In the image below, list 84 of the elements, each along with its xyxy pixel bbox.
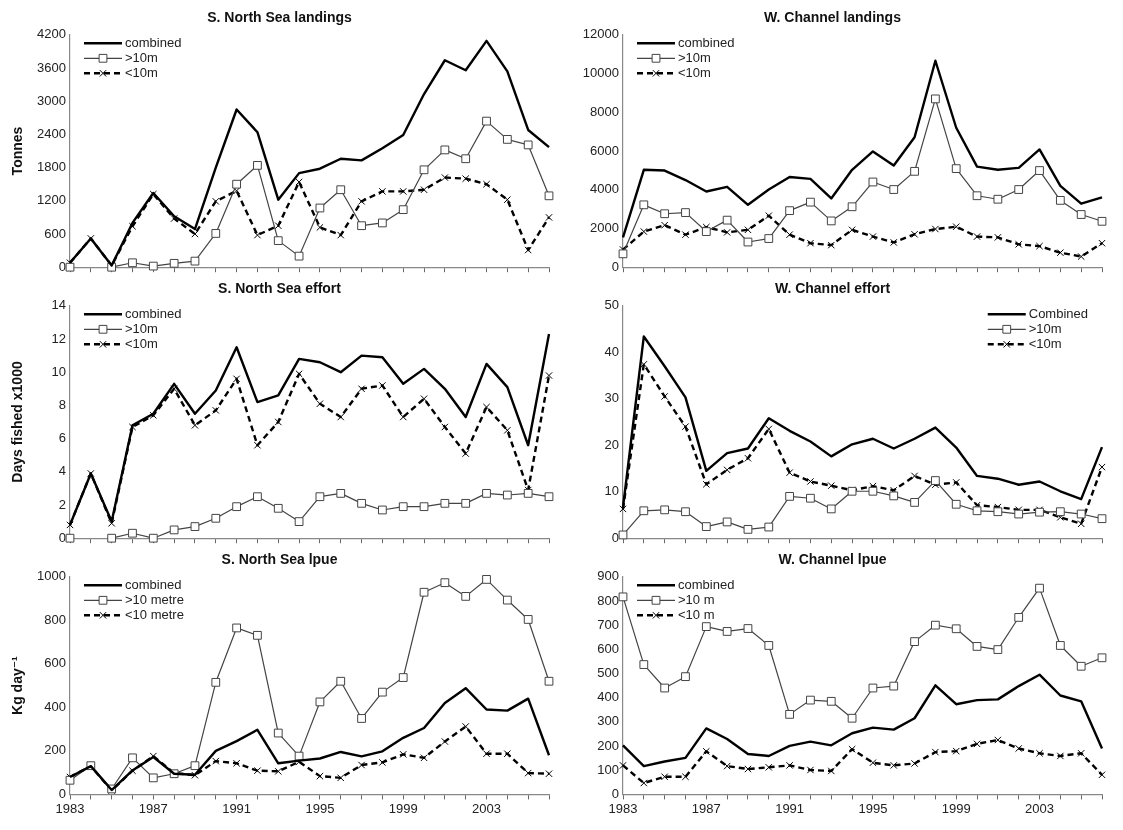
x-tick-label: 1995	[305, 800, 335, 816]
chart-title: W. Channel effort	[774, 280, 891, 297]
y-tick-label: 12000	[582, 26, 619, 42]
y-tick-label: 100	[597, 761, 619, 777]
y-tick-label: 6	[58, 430, 66, 446]
y-tick-label: 1800	[37, 159, 66, 175]
y-tick-label: 4200	[37, 26, 66, 42]
y-tick-label: 8000	[590, 103, 619, 119]
y-tick-label: 6000	[590, 142, 619, 158]
legend-label: >10m	[125, 49, 158, 65]
y-tick-label: 600	[44, 225, 66, 241]
legend-label: <10 metre	[125, 606, 184, 622]
y-tick-label: 400	[597, 689, 619, 705]
x-tick-label: 1991	[775, 800, 805, 816]
y-tick-label: 200	[597, 737, 619, 753]
y-axis-title: Tonnes	[9, 126, 26, 176]
chart-title: W. Channel landings	[764, 9, 902, 26]
chart-title: S. North Sea landings	[207, 9, 353, 26]
y-tick-label: 0	[611, 258, 619, 274]
legend-label: combined	[125, 34, 182, 50]
y-tick-label: 30	[604, 390, 619, 406]
y-tick-label: 400	[44, 698, 66, 714]
y-tick-label: 700	[597, 616, 619, 632]
y-tick-label: 3600	[37, 59, 66, 75]
x-tick-label: 1987	[138, 800, 168, 816]
chart-title: S. North Sea effort	[218, 280, 342, 297]
x-tick-label: 1995	[858, 800, 888, 816]
x-tick-label: 1991	[222, 800, 252, 816]
y-tick-label: 300	[597, 713, 619, 729]
legend-label: >10m	[678, 49, 711, 65]
legend-label: combined	[125, 305, 182, 321]
y-tick-label: 0	[611, 529, 619, 545]
y-tick-label: 10000	[582, 65, 619, 81]
y-tick-label: 8	[58, 396, 66, 412]
y-tick-label: 0	[58, 258, 66, 274]
chart-title: W. Channel lpue	[778, 551, 887, 568]
legend-label: Combined	[1028, 305, 1089, 321]
x-tick-label: 1999	[941, 800, 971, 816]
legend-label: <10m	[125, 64, 158, 80]
y-axis-title: Kg day⁻¹	[9, 655, 26, 715]
y-tick-label: 1000	[37, 568, 66, 584]
y-tick-label: 500	[597, 665, 619, 681]
x-tick-label: 1999	[388, 800, 418, 816]
y-tick-label: 2400	[37, 125, 66, 141]
y-tick-label: 50	[604, 297, 619, 313]
y-tick-label: 800	[597, 592, 619, 608]
y-tick-label: 20	[604, 436, 619, 452]
y-tick-label: 2000	[590, 220, 619, 236]
y-tick-label: 600	[597, 640, 619, 656]
y-tick-label: 10	[51, 363, 66, 379]
y-tick-label: 800	[44, 611, 66, 627]
legend-label: >10 m	[678, 591, 715, 607]
x-tick-label: 1983	[55, 800, 85, 816]
y-tick-label: 600	[44, 655, 66, 671]
x-tick-label: 2003	[1025, 800, 1054, 816]
x-tick-label: 1987	[691, 800, 721, 816]
chart-title: S. North Sea lpue	[221, 551, 338, 568]
y-tick-label: 0	[58, 529, 66, 545]
y-tick-label: 0	[58, 785, 66, 801]
y-tick-label: 4	[58, 463, 66, 479]
y-axis-title: Days fished x1000	[9, 361, 26, 483]
y-tick-label: 3000	[37, 92, 66, 108]
legend-label: >10m	[1028, 320, 1062, 336]
y-tick-label: 4000	[590, 181, 619, 197]
legend-label: <10m	[678, 64, 711, 80]
legend-label: >10m	[125, 320, 158, 336]
y-tick-label: 12	[51, 330, 66, 346]
y-tick-label: 900	[597, 568, 619, 584]
legend-label: combined	[678, 34, 735, 50]
legend-label: <10m	[125, 335, 158, 351]
legend-label: combined	[678, 576, 735, 592]
x-tick-label: 2003	[472, 800, 501, 816]
y-tick-label: 1200	[37, 192, 66, 208]
legend-label: <10 m	[678, 606, 715, 622]
y-tick-label: 14	[51, 297, 66, 313]
y-tick-label: 40	[604, 343, 619, 359]
y-tick-label: 0	[611, 785, 619, 801]
y-tick-label: 10	[604, 483, 619, 499]
legend-label: <10m	[1028, 335, 1062, 351]
legend-label: combined	[125, 576, 182, 592]
x-tick-label: 1983	[608, 800, 638, 816]
legend-label: >10 metre	[125, 591, 184, 607]
y-tick-label: 2	[58, 496, 66, 512]
y-tick-label: 200	[44, 742, 66, 758]
